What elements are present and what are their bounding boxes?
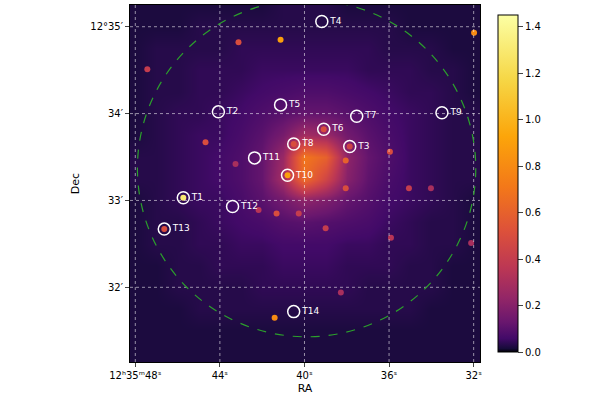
svg-text:0.8: 0.8 bbox=[525, 161, 541, 172]
svg-text:44ˢ: 44ˢ bbox=[212, 370, 229, 381]
svg-text:0.4: 0.4 bbox=[525, 254, 541, 265]
svg-text:12ʰ35ᵐ48ˢ: 12ʰ35ᵐ48ˢ bbox=[109, 370, 161, 381]
svg-text:Dec: Dec bbox=[69, 173, 82, 194]
svg-text:1.4: 1.4 bbox=[525, 21, 541, 32]
svg-text:0.2: 0.2 bbox=[525, 300, 541, 311]
svg-text:34′: 34′ bbox=[108, 108, 124, 119]
svg-text:32ˢ: 32ˢ bbox=[465, 370, 482, 381]
svg-text:T13: T13 bbox=[172, 223, 190, 233]
svg-text:40ˢ: 40ˢ bbox=[296, 370, 313, 381]
svg-text:T10: T10 bbox=[295, 170, 313, 180]
svg-text:T1: T1 bbox=[191, 192, 203, 202]
svg-text:T6: T6 bbox=[331, 123, 343, 133]
svg-text:T3: T3 bbox=[357, 141, 369, 151]
svg-text:1.0: 1.0 bbox=[525, 114, 541, 125]
svg-text:T14: T14 bbox=[301, 306, 319, 316]
svg-text:T11: T11 bbox=[262, 152, 280, 162]
svg-text:T5: T5 bbox=[288, 99, 300, 109]
svg-text:RA: RA bbox=[298, 382, 313, 395]
svg-text:12°35′: 12°35′ bbox=[90, 21, 123, 32]
svg-text:T2: T2 bbox=[226, 106, 238, 116]
svg-text:T7: T7 bbox=[364, 110, 376, 120]
svg-text:0.6: 0.6 bbox=[525, 207, 541, 218]
svg-text:T9: T9 bbox=[449, 107, 461, 117]
svg-text:36ˢ: 36ˢ bbox=[381, 370, 398, 381]
svg-text:1.2: 1.2 bbox=[525, 68, 541, 79]
svg-text:T12: T12 bbox=[240, 201, 258, 211]
svg-text:0.0: 0.0 bbox=[525, 347, 541, 358]
svg-text:32′: 32′ bbox=[108, 282, 124, 293]
svg-text:33′: 33′ bbox=[108, 195, 124, 206]
svg-text:T4: T4 bbox=[329, 16, 341, 26]
svg-text:T8: T8 bbox=[301, 138, 313, 148]
